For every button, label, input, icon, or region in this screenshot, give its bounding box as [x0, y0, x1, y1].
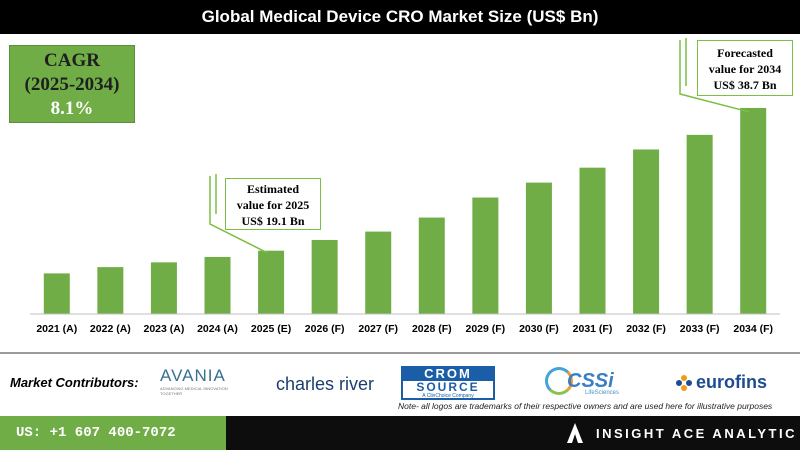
- chart-area: 2021 (A) 2022 (A) 2023 (A) 2024 (A) 2025 (E)…: [0, 34, 800, 344]
- bar-13: [740, 107, 767, 314]
- bar-1: [97, 267, 124, 314]
- estimated-line-2: value for 2025: [236, 198, 310, 212]
- bar-chart: 2021 (A) 2022 (A) 2023 (A) 2024 (A) 2025 (E)…: [30, 38, 780, 335]
- section-divider: [0, 352, 800, 354]
- x-tick-label-9: 2030 (F): [519, 323, 559, 335]
- eurofins-logo: eurofins: [676, 372, 767, 393]
- x-tick-label-12: 2033 (F): [680, 323, 720, 335]
- bar-12: [686, 134, 713, 314]
- x-tick-label-4: 2025 (E): [251, 323, 291, 335]
- cagr-label: CAGR: [44, 50, 100, 71]
- x-tick-label-0: 2021 (A): [36, 323, 77, 335]
- cssi-logo: CSSi LifeSciences: [545, 364, 619, 398]
- x-tick-label-1: 2022 (A): [90, 323, 131, 335]
- bar-4: [258, 250, 285, 314]
- x-tick-label-8: 2029 (F): [466, 323, 506, 335]
- bar-6: [365, 231, 392, 314]
- brand-label: INSIGHT ACE ANALYTIC: [596, 425, 797, 441]
- forecast-callout: Forecasted value for 2034 US$ 38.7 Bn: [697, 40, 793, 96]
- cssi-subtitle: LifeSciences: [585, 390, 620, 396]
- footer-bar: US: +1 607 400-7072 INSIGHT ACE ANALYTIC: [0, 416, 800, 450]
- x-tick-label-13: 2034 (F): [733, 323, 773, 335]
- chart-title: Global Medical Device CRO Market Size (U…: [0, 0, 800, 34]
- estimated-line-3: US$ 19.1 Bn: [241, 214, 305, 228]
- crom-subtitle: A ClinChoice Company: [422, 393, 474, 399]
- bar-0: [43, 273, 70, 314]
- bar-7: [418, 217, 445, 314]
- phone-number: US: +1 607 400-7072: [0, 416, 226, 450]
- x-tick-label-6: 2027 (F): [358, 323, 398, 335]
- x-tick-label-5: 2026 (F): [305, 323, 345, 335]
- market-contributors-label: Market Contributors:: [10, 375, 139, 390]
- forecast-connector-line: [679, 40, 750, 113]
- bar-9: [525, 182, 552, 314]
- x-tick-label-3: 2024 (A): [197, 323, 238, 335]
- cagr-box: CAGR (2025-2034) 8.1%: [9, 45, 135, 123]
- brand-name: INSIGHT ACE ANALYTIC: [566, 416, 797, 450]
- bar-5: [311, 239, 338, 314]
- estimated-callout: Estimated value for 2025 US$ 19.1 Bn: [225, 178, 321, 230]
- x-tick-label-7: 2028 (F): [412, 323, 452, 335]
- cagr-period: (2025-2034): [24, 74, 120, 95]
- cssi-wordmark: CSSi: [567, 369, 614, 392]
- forecast-line-1: Forecasted: [717, 46, 773, 60]
- forecast-line-2: value for 2034: [708, 62, 782, 76]
- x-tick-label-2: 2023 (A): [143, 323, 184, 335]
- charles-river-logo: charles river: [276, 374, 375, 394]
- bar-2: [150, 262, 177, 314]
- x-tick-label-10: 2031 (F): [573, 323, 613, 335]
- forecast-line-3: US$ 38.7 Bn: [713, 78, 777, 92]
- eurofins-wordmark: eurofins: [696, 372, 768, 392]
- estimated-connector-line: [209, 176, 268, 254]
- cssi-ring-icon: [545, 367, 573, 395]
- crom-wordmark: CROM: [403, 367, 493, 381]
- avania-wordmark: AVANIA: [160, 366, 226, 385]
- x-tick-label-11: 2032 (F): [626, 323, 666, 335]
- crom-source-logo: CROM SOURCE A ClinChoice Company: [401, 366, 495, 400]
- bar-10: [579, 167, 606, 314]
- avania-logo: AVANIA ADVANCING MEDICAL INNOVATION TOGE…: [160, 366, 242, 396]
- brand-logo-icon: [567, 423, 583, 443]
- estimated-line-1: Estimated: [247, 182, 299, 196]
- eurofins-dots-icon: [676, 374, 692, 391]
- bar-11: [633, 149, 660, 314]
- bar-8: [472, 197, 499, 314]
- avania-tagline: ADVANCING MEDICAL INNOVATION TOGETHER: [160, 386, 228, 396]
- trademark-note: Note- all logos are trademarks of their …: [398, 401, 773, 411]
- bar-3: [204, 256, 231, 314]
- source-wordmark: SOURCE: [416, 380, 480, 394]
- cagr-value: 8.1%: [50, 98, 94, 119]
